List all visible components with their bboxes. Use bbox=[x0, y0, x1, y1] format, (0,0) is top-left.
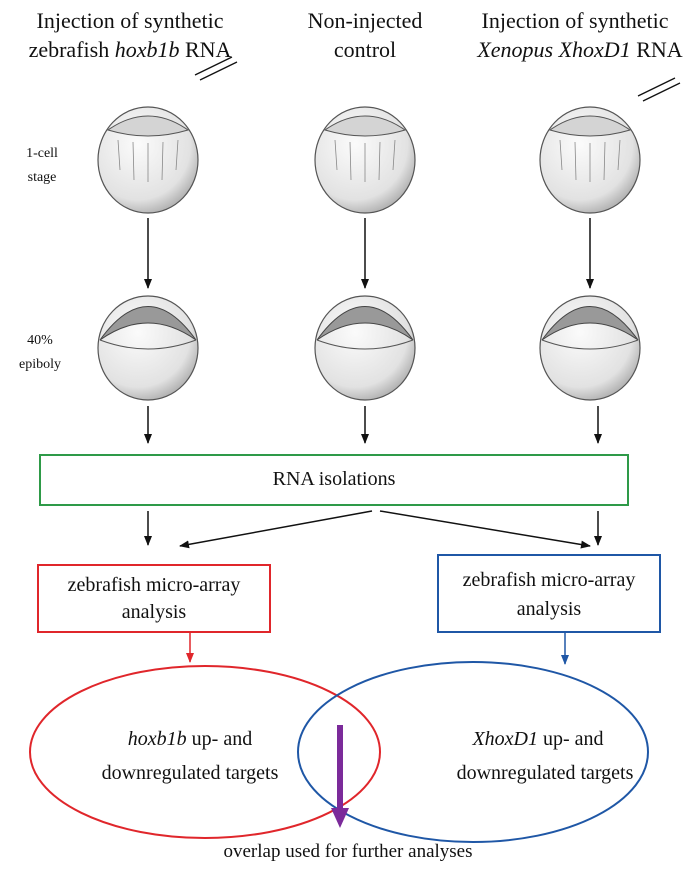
text: up- and bbox=[192, 728, 253, 750]
stage-label: stage bbox=[28, 171, 57, 185]
header-right-line1: Injection of synthetic bbox=[482, 10, 669, 32]
header-middle-line2: control bbox=[334, 39, 396, 61]
header-left-line2: zebrafish hoxb1b RNA bbox=[29, 39, 232, 61]
target-set-label: hoxb1b up- and bbox=[128, 729, 252, 749]
target-set-label: XhoxD1 up- and bbox=[472, 729, 603, 749]
overlap-arrow bbox=[331, 725, 349, 828]
text: up- and bbox=[543, 728, 604, 750]
gene-name: XhoxD1 bbox=[472, 728, 538, 750]
array-box-label: analysis bbox=[517, 599, 581, 619]
target-set-right bbox=[298, 662, 648, 842]
gene-name: hoxb1b bbox=[115, 37, 180, 62]
array-box-right bbox=[438, 555, 660, 632]
array-box-label: analysis bbox=[122, 602, 186, 622]
text: RNA bbox=[185, 37, 231, 62]
rna-box-label: RNA isolations bbox=[273, 469, 396, 489]
stage-label: 1-cell bbox=[26, 147, 58, 161]
array-box-label: zebrafish micro-array bbox=[68, 575, 241, 595]
header-left-line1: Injection of synthetic bbox=[37, 10, 224, 32]
page: {"header": { "left": {"line1": "Injectio… bbox=[0, 0, 696, 872]
slash-marks bbox=[195, 57, 680, 101]
text: RNA bbox=[636, 37, 682, 62]
embryos bbox=[98, 107, 640, 400]
stage-label: 40% bbox=[27, 334, 53, 348]
gene-name: Xenopus XhoxD1 bbox=[477, 37, 630, 62]
footer-label: overlap used for further analyses bbox=[223, 842, 472, 861]
stage-label: epiboly bbox=[19, 358, 61, 372]
header-middle-line1: Non-injected bbox=[308, 10, 423, 32]
text: zebrafish bbox=[29, 37, 110, 62]
gene-name: hoxb1b bbox=[128, 728, 187, 750]
header-right-line2: Xenopus XhoxD1 RNA bbox=[477, 39, 682, 61]
array-box-label: zebrafish micro-array bbox=[463, 570, 636, 590]
target-set-label: downregulated targets bbox=[102, 763, 279, 783]
target-set-left bbox=[30, 666, 380, 838]
target-set-label: downregulated targets bbox=[457, 763, 634, 783]
